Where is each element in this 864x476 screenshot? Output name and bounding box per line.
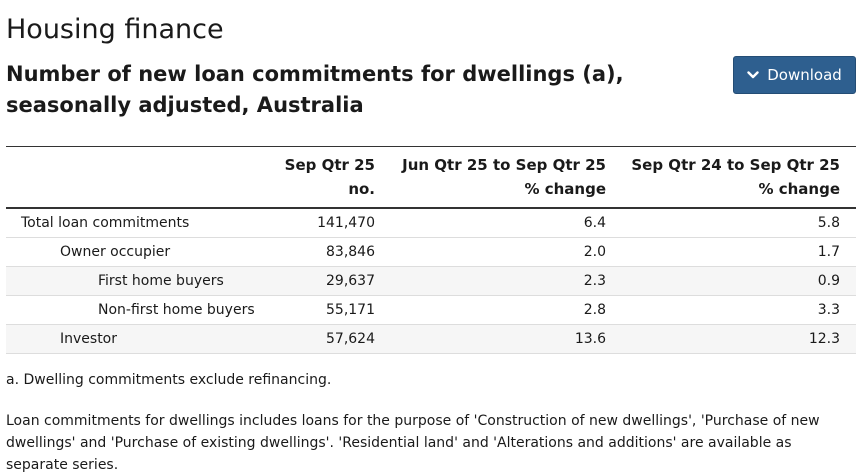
column-header-line2: % change [758,180,840,198]
cell-value: 29,637 [276,266,391,296]
cell-value: 141,470 [276,208,391,238]
column-header-annual-change: Sep Qtr 24 to Sep Qtr 25 % change [622,147,856,209]
download-label: Download [767,66,842,84]
row-label: Owner occupier [6,237,276,267]
table-row: Non-first home buyers 55,171 2.8 3.3 [6,295,856,325]
cell-qtr-change: 6.4 [391,208,622,238]
cell-year-change: 12.3 [622,324,856,354]
column-header-label [6,147,276,209]
column-header-line1: Jun Qtr 25 to Sep Qtr 25 [402,156,606,174]
table-header-row: Sep Qtr 25 no. Jun Qtr 25 to Sep Qtr 25 … [6,146,856,209]
column-header-line2: % change [524,180,606,198]
row-label: Non-first home buyers [6,295,276,325]
cell-year-change: 5.8 [622,208,856,238]
cell-value: 57,624 [276,324,391,354]
column-header-quarterly-change: Jun Qtr 25 to Sep Qtr 25 % change [391,147,622,209]
download-button[interactable]: Download [733,56,856,94]
cell-value: 83,846 [276,237,391,267]
table-title: Number of new loan commitments for dwell… [6,62,624,117]
cell-value: 55,171 [276,295,391,325]
table-row: Total loan commitments 141,470 6.4 5.8 [6,208,856,238]
loan-commitments-table: Sep Qtr 25 no. Jun Qtr 25 to Sep Qtr 25 … [6,146,856,354]
cell-qtr-change: 13.6 [391,324,622,354]
cell-year-change: 0.9 [622,266,856,296]
description-note: Loan commitments for dwellings includes … [6,413,820,473]
chevron-down-icon [747,71,759,79]
column-header-line1: Sep Qtr 25 [284,156,375,174]
cell-qtr-change: 2.3 [391,266,622,296]
row-label: First home buyers [6,266,276,296]
table-row: First home buyers 29,637 2.3 0.9 [6,266,856,296]
column-header-line1: Sep Qtr 24 to Sep Qtr 25 [631,156,840,174]
column-header-sep-qtr-25: Sep Qtr 25 no. [276,147,391,209]
cell-year-change: 1.7 [622,237,856,267]
cell-qtr-change: 2.8 [391,295,622,325]
footnote: a. Dwelling commitments exclude refinanc… [6,372,332,388]
row-label: Investor [6,324,276,354]
table-row: Owner occupier 83,846 2.0 1.7 [6,237,856,267]
page-title: Housing finance [6,14,224,45]
column-header-line2: no. [348,180,375,198]
cell-qtr-change: 2.0 [391,237,622,267]
row-label: Total loan commitments [6,208,276,238]
cell-year-change: 3.3 [622,295,856,325]
table-row: Investor 57,624 13.6 12.3 [6,324,856,354]
